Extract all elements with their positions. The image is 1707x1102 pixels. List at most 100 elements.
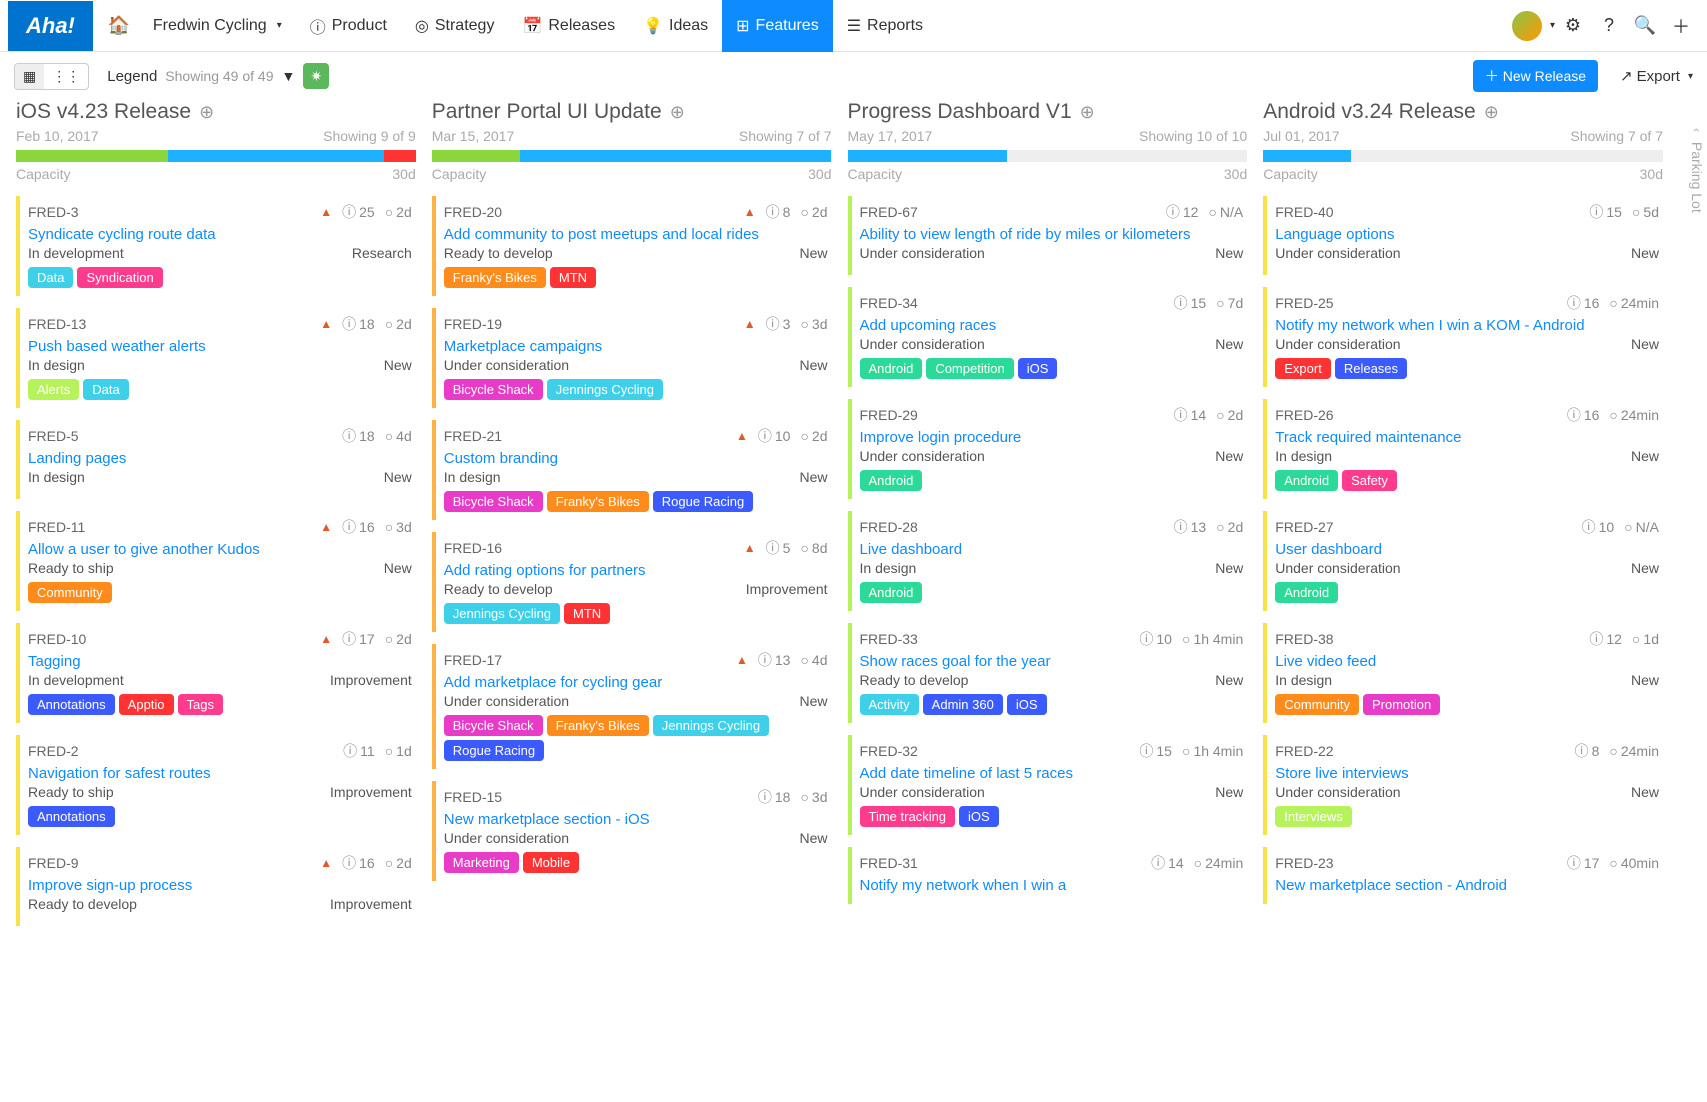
tag[interactable]: Android [860, 358, 923, 379]
estimate-value[interactable]: ○ 2d [800, 428, 827, 444]
tag[interactable]: Bicycle Shack [444, 491, 543, 512]
feature-card[interactable]: FRED-27ⓘ 10○ N/AUser dashboardUnder cons… [1263, 511, 1663, 611]
tag[interactable]: Safety [1342, 470, 1397, 491]
export-button[interactable]: ↗ Export ▾ [1620, 67, 1693, 85]
feature-title[interactable]: Add marketplace for cycling gear [444, 674, 828, 691]
feature-id[interactable]: FRED-3 [28, 204, 310, 220]
column-title[interactable]: Partner Portal UI Update [432, 100, 662, 124]
feature-card[interactable]: FRED-20▲ⓘ 8○ 2dAdd community to post mee… [432, 196, 832, 296]
capacity-bar[interactable] [1263, 150, 1663, 162]
feature-id[interactable]: FRED-21 [444, 428, 726, 444]
estimate-value[interactable]: ○ 4d [385, 428, 412, 444]
home-icon[interactable]: 🏠 [99, 0, 139, 52]
tag[interactable]: iOS [1018, 358, 1058, 379]
tag[interactable]: Marketing [444, 852, 519, 873]
nav-ideas[interactable]: 💡Ideas [629, 0, 722, 52]
feature-id[interactable]: FRED-15 [444, 789, 748, 805]
estimate-value[interactable]: ○ 4d [800, 652, 827, 668]
score-value[interactable]: ⓘ 18 [342, 314, 375, 334]
feature-card[interactable]: FRED-17 ▲ ⓘ 13 ○ 4d Add marketplace for cycl… [432, 644, 832, 769]
feature-title[interactable]: Syndicate cycling route data [28, 226, 412, 243]
feature-id[interactable]: FRED-13 [28, 316, 310, 332]
filter-icon[interactable]: ▼ [282, 68, 296, 84]
feature-title[interactable]: Add upcoming races [860, 317, 1244, 334]
score-value[interactable]: ⓘ 18 [342, 426, 375, 446]
score-value[interactable]: ⓘ 14 [1174, 405, 1207, 425]
hierarchy-icon[interactable]: ▲ [744, 205, 756, 219]
feature-title[interactable]: Notify my network when I win a [860, 877, 1244, 894]
feature-id[interactable]: FRED-34 [860, 295, 1164, 311]
score-value[interactable]: ⓘ 12 [1589, 629, 1622, 649]
feature-title[interactable]: Show races goal for the year [860, 653, 1244, 670]
score-value[interactable]: ⓘ 5 [766, 538, 791, 558]
feature-id[interactable]: FRED-20 [444, 204, 734, 220]
feature-card[interactable]: FRED-28ⓘ 13○ 2dLive dashboardIn designNe… [848, 511, 1248, 611]
tag[interactable]: Franky's Bikes [547, 715, 649, 736]
column-title[interactable]: Progress Dashboard V1 [848, 100, 1072, 124]
feature-card[interactable]: FRED-32ⓘ 15○ 1h 4minAdd date timeline of… [848, 735, 1248, 835]
score-value[interactable]: ⓘ 8 [766, 202, 791, 222]
tag[interactable]: Rogue Racing [444, 740, 544, 761]
nav-features[interactable]: ⊞Features [722, 0, 833, 52]
tag[interactable]: Interviews [1275, 806, 1352, 827]
tag[interactable]: MTN [550, 267, 596, 288]
tag[interactable]: iOS [1007, 694, 1047, 715]
feature-card[interactable]: FRED-31ⓘ 14○ 24minNotify my network when… [848, 847, 1248, 904]
estimate-value[interactable]: ○ 8d [800, 540, 827, 556]
view-board-icon[interactable]: ▦ [15, 64, 44, 89]
score-value[interactable]: ⓘ 18 [758, 787, 791, 807]
tag[interactable]: Franky's Bikes [444, 267, 546, 288]
capacity-bar[interactable] [432, 150, 832, 162]
hierarchy-icon[interactable]: ▲ [320, 520, 332, 534]
feature-title[interactable]: Add date timeline of last 5 races [860, 765, 1244, 782]
feature-card[interactable]: FRED-29ⓘ 14○ 2dImprove login procedureUn… [848, 399, 1248, 499]
feature-title[interactable]: Ability to view length of ride by miles … [860, 226, 1244, 243]
feature-title[interactable]: Add rating options for partners [444, 562, 828, 579]
tag[interactable]: Android [1275, 470, 1338, 491]
estimate-value[interactable]: ○ N/A [1208, 204, 1243, 220]
score-value[interactable]: ⓘ 13 [1174, 517, 1207, 537]
feature-card[interactable]: FRED-33ⓘ 10○ 1h 4minShow races goal for … [848, 623, 1248, 723]
tag[interactable]: Competition [926, 358, 1013, 379]
nav-reports[interactable]: ☰Reports [833, 0, 937, 52]
feature-id[interactable]: FRED-31 [860, 855, 1142, 871]
tag[interactable]: Jennings Cycling [653, 715, 769, 736]
tag[interactable]: Android [860, 470, 923, 491]
feature-card[interactable]: FRED-5ⓘ 18○ 4dLanding pagesIn designNew [16, 420, 416, 499]
feature-id[interactable]: FRED-26 [1275, 407, 1557, 423]
feature-id[interactable]: FRED-22 [1275, 743, 1564, 759]
feature-id[interactable]: FRED-9 [28, 855, 310, 871]
feature-card[interactable]: FRED-23ⓘ 17○ 40minNew marketplace sectio… [1263, 847, 1663, 904]
estimate-value[interactable]: ○ 1h 4min [1182, 743, 1243, 759]
new-release-button[interactable]: ＋ New Release [1473, 60, 1598, 92]
estimate-value[interactable]: ○ 3d [800, 316, 827, 332]
tag[interactable]: Franky's Bikes [547, 491, 649, 512]
hierarchy-icon[interactable]: ▲ [736, 653, 748, 667]
estimate-value[interactable]: ○ 2d [1216, 407, 1243, 423]
feature-title[interactable]: New marketplace section - Android [1275, 877, 1659, 894]
tag[interactable]: Android [1275, 582, 1338, 603]
estimate-value[interactable]: ○ 5d [1632, 204, 1659, 220]
feature-card[interactable]: FRED-10▲ⓘ 17○ 2dTaggingIn developmentImp… [16, 623, 416, 723]
tag[interactable]: Community [28, 582, 112, 603]
feature-title[interactable]: Allow a user to give another Kudos [28, 541, 412, 558]
estimate-value[interactable]: ○ 3d [385, 519, 412, 535]
workspace-switcher[interactable]: Fredwin Cycling ▾ [139, 0, 296, 52]
score-value[interactable]: ⓘ 13 [758, 650, 791, 670]
feature-card[interactable]: FRED-34ⓘ 15○ 7dAdd upcoming racesUnder c… [848, 287, 1248, 387]
add-icon[interactable]: ＋ [1663, 13, 1699, 39]
hierarchy-icon[interactable]: ▲ [320, 632, 332, 646]
estimate-value[interactable]: ○ 3d [800, 789, 827, 805]
help-icon[interactable]: ? [1591, 15, 1627, 36]
tag[interactable]: Promotion [1363, 694, 1440, 715]
feature-title[interactable]: Landing pages [28, 450, 412, 467]
feature-id[interactable]: FRED-25 [1275, 295, 1557, 311]
parking-lot-toggle[interactable]: ‹ Parking Lot [1687, 120, 1707, 221]
estimate-value[interactable]: ○ 24min [1194, 855, 1244, 871]
tag[interactable]: Activity [860, 694, 919, 715]
feature-card[interactable]: FRED-9▲ⓘ 16○ 2dImprove sign-up processRe… [16, 847, 416, 926]
feature-id[interactable]: FRED-17 [444, 652, 726, 668]
estimate-value[interactable]: ○ 24min [1609, 295, 1659, 311]
tag[interactable]: Annotations [28, 694, 115, 715]
feature-title[interactable]: Push based weather alerts [28, 338, 412, 355]
